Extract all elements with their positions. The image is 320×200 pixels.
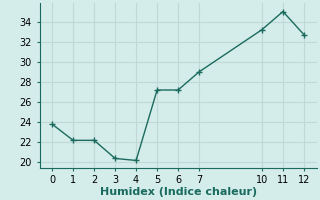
X-axis label: Humidex (Indice chaleur): Humidex (Indice chaleur) (100, 187, 257, 197)
